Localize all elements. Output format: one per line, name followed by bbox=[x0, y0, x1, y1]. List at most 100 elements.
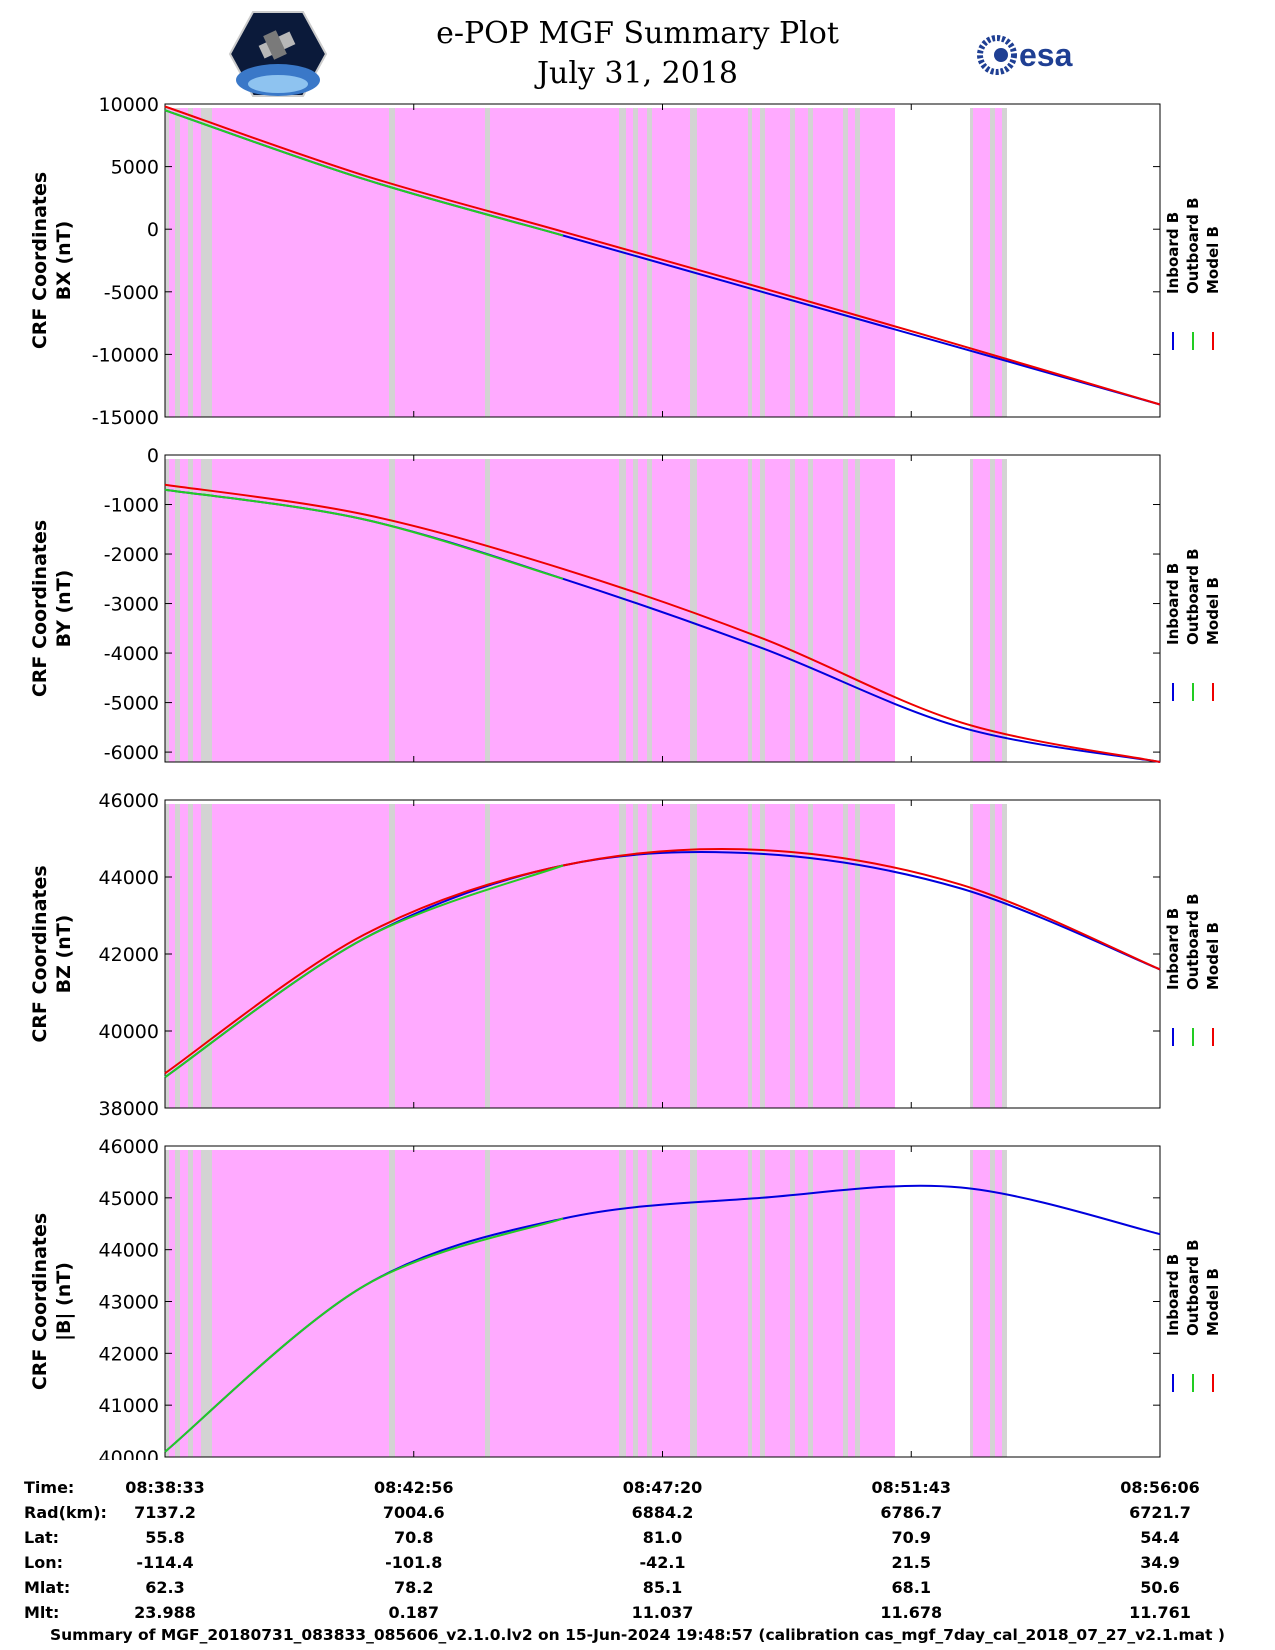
magenta-segment bbox=[395, 108, 485, 417]
table-cell-lon: 34.9 bbox=[1140, 1553, 1180, 1572]
title-line-1: e-POP MGF Summary Plot bbox=[436, 16, 839, 51]
magenta-segment bbox=[995, 459, 1002, 762]
magenta-segment bbox=[638, 108, 647, 417]
table-cell-mlat: 68.1 bbox=[891, 1578, 931, 1597]
magenta-segment bbox=[395, 804, 485, 1108]
magenta-segment bbox=[652, 1150, 690, 1457]
table-cell-time: 08:51:43 bbox=[871, 1478, 952, 1497]
table-cell-mlat: 78.2 bbox=[394, 1578, 434, 1597]
table-cell-lon: -114.4 bbox=[136, 1553, 194, 1572]
panel-bx: 10000 5000 0 -5000 -10000 -15000 CRF Coordinat… bbox=[29, 94, 1222, 429]
y-axis-label: CRF Coordinates bbox=[29, 1213, 51, 1390]
table-cell-time: 08:47:20 bbox=[622, 1478, 703, 1497]
y-axis-unit: BZ (nT) bbox=[53, 915, 75, 994]
magenta-segment bbox=[193, 459, 201, 762]
y-tick-label: 44000 bbox=[99, 1240, 159, 1262]
table-cell-lat: 55.8 bbox=[145, 1528, 185, 1547]
magenta-segment bbox=[490, 459, 619, 762]
table-cell-mlat: 85.1 bbox=[642, 1578, 683, 1597]
y-tick-label: 42000 bbox=[99, 1343, 159, 1365]
y-tick-label: 44000 bbox=[99, 867, 159, 889]
y-tick-label: 0 bbox=[147, 219, 159, 241]
magenta-segment bbox=[180, 1150, 188, 1457]
y-tick-label: 5000 bbox=[111, 157, 159, 179]
y-tick-label: -1000 bbox=[104, 495, 159, 517]
magenta-segment bbox=[697, 804, 748, 1108]
table-cell-lon: 21.5 bbox=[891, 1553, 931, 1572]
magenta-segment bbox=[180, 459, 188, 762]
table-cell-mlt: 0.187 bbox=[388, 1603, 440, 1622]
magenta-segment bbox=[193, 108, 201, 417]
magenta-segment bbox=[765, 108, 790, 417]
magenta-segment bbox=[180, 108, 188, 417]
magenta-segment bbox=[626, 459, 633, 762]
table-cell-time: 08:42:56 bbox=[373, 1478, 454, 1497]
legend-label: Outboard B bbox=[1184, 893, 1202, 990]
magenta-segment bbox=[490, 108, 619, 417]
magenta-segment bbox=[752, 804, 760, 1108]
y-tick-label: 42000 bbox=[99, 944, 159, 966]
magenta-segment bbox=[212, 804, 389, 1108]
legend-label: Outboard B bbox=[1184, 548, 1202, 645]
y-tick-label: -10000 bbox=[92, 344, 159, 366]
table-row-label: Mlat: bbox=[24, 1578, 71, 1597]
legend-label: Model B bbox=[1204, 226, 1222, 294]
magenta-segment bbox=[638, 804, 647, 1108]
magenta-segment bbox=[813, 1150, 843, 1457]
magenta-segment bbox=[848, 108, 855, 417]
table-cell-lat: 81.0 bbox=[642, 1528, 683, 1547]
legend-label: Inboard B bbox=[1164, 908, 1182, 990]
magenta-segment bbox=[169, 1150, 175, 1457]
magenta-segment bbox=[193, 804, 201, 1108]
y-tick-label: 43000 bbox=[99, 1292, 159, 1314]
magenta-segment bbox=[752, 459, 760, 762]
magenta-segment bbox=[697, 459, 748, 762]
legend-label: Inboard B bbox=[1164, 563, 1182, 645]
magenta-segment bbox=[973, 804, 990, 1108]
series-line-outboard-b bbox=[164, 1217, 564, 1453]
magenta-segment bbox=[193, 1150, 201, 1457]
panel-bz: 46000 44000 42000 40000 38000 CRF Coordinates… bbox=[29, 790, 1222, 1120]
magenta-segment bbox=[638, 1150, 647, 1457]
table-cell-lat: 70.8 bbox=[394, 1528, 434, 1547]
table-cell-time: 08:38:33 bbox=[125, 1478, 205, 1497]
panel-btotal: 46000 45000 44000 43000 42000 41000 40000 CRF C… bbox=[29, 1136, 1222, 1460]
y-tick-label: 10000 bbox=[99, 94, 159, 116]
magenta-segment bbox=[169, 108, 175, 417]
y-tick-label: 45000 bbox=[99, 1188, 159, 1210]
magenta-segment bbox=[490, 804, 619, 1108]
table-cell-time: 08:56:06 bbox=[1120, 1478, 1200, 1497]
y-tick-label: -3000 bbox=[104, 594, 159, 616]
legend-label: Model B bbox=[1204, 1268, 1222, 1336]
table-cell-lat: 70.9 bbox=[891, 1528, 931, 1547]
esa-logo: esa bbox=[977, 35, 1073, 75]
magenta-segment bbox=[860, 804, 895, 1108]
magenta-segment bbox=[795, 804, 808, 1108]
footer-summary: Summary of MGF_20180731_083833_085606_v2… bbox=[49, 1626, 1226, 1644]
legend-label: Inboard B bbox=[1164, 1254, 1182, 1336]
legend-label: Model B bbox=[1204, 577, 1222, 645]
series-line-outboard-b bbox=[164, 864, 564, 1079]
series-line-outboard-b bbox=[164, 109, 564, 237]
table-row-label: Mlt: bbox=[24, 1603, 60, 1622]
magenta-segment bbox=[973, 1150, 990, 1457]
magenta-segment bbox=[697, 1150, 748, 1457]
magenta-segment bbox=[752, 108, 760, 417]
y-tick-label: 38000 bbox=[99, 1098, 159, 1120]
plot-title: e-POP MGF Summary Plot July 31, 2018 bbox=[0, 14, 1275, 94]
y-tick-label: -5000 bbox=[104, 282, 159, 304]
magenta-segment bbox=[995, 1150, 1002, 1457]
y-tick-label: -5000 bbox=[104, 693, 159, 715]
magenta-segment bbox=[180, 804, 188, 1108]
legend-label: Model B bbox=[1204, 922, 1222, 990]
title-line-2: July 31, 2018 bbox=[536, 56, 739, 91]
table-cell-mlt: 11.761 bbox=[1129, 1603, 1191, 1622]
table-cell-lat: 54.4 bbox=[1140, 1528, 1180, 1547]
magenta-segment bbox=[652, 804, 690, 1108]
magenta-segment bbox=[752, 1150, 760, 1457]
magenta-segment bbox=[848, 459, 855, 762]
cassiope-logo-icon bbox=[228, 11, 328, 97]
table-row-label: Rad(km): bbox=[24, 1503, 107, 1522]
y-axis-unit: BY (nT) bbox=[53, 570, 75, 648]
